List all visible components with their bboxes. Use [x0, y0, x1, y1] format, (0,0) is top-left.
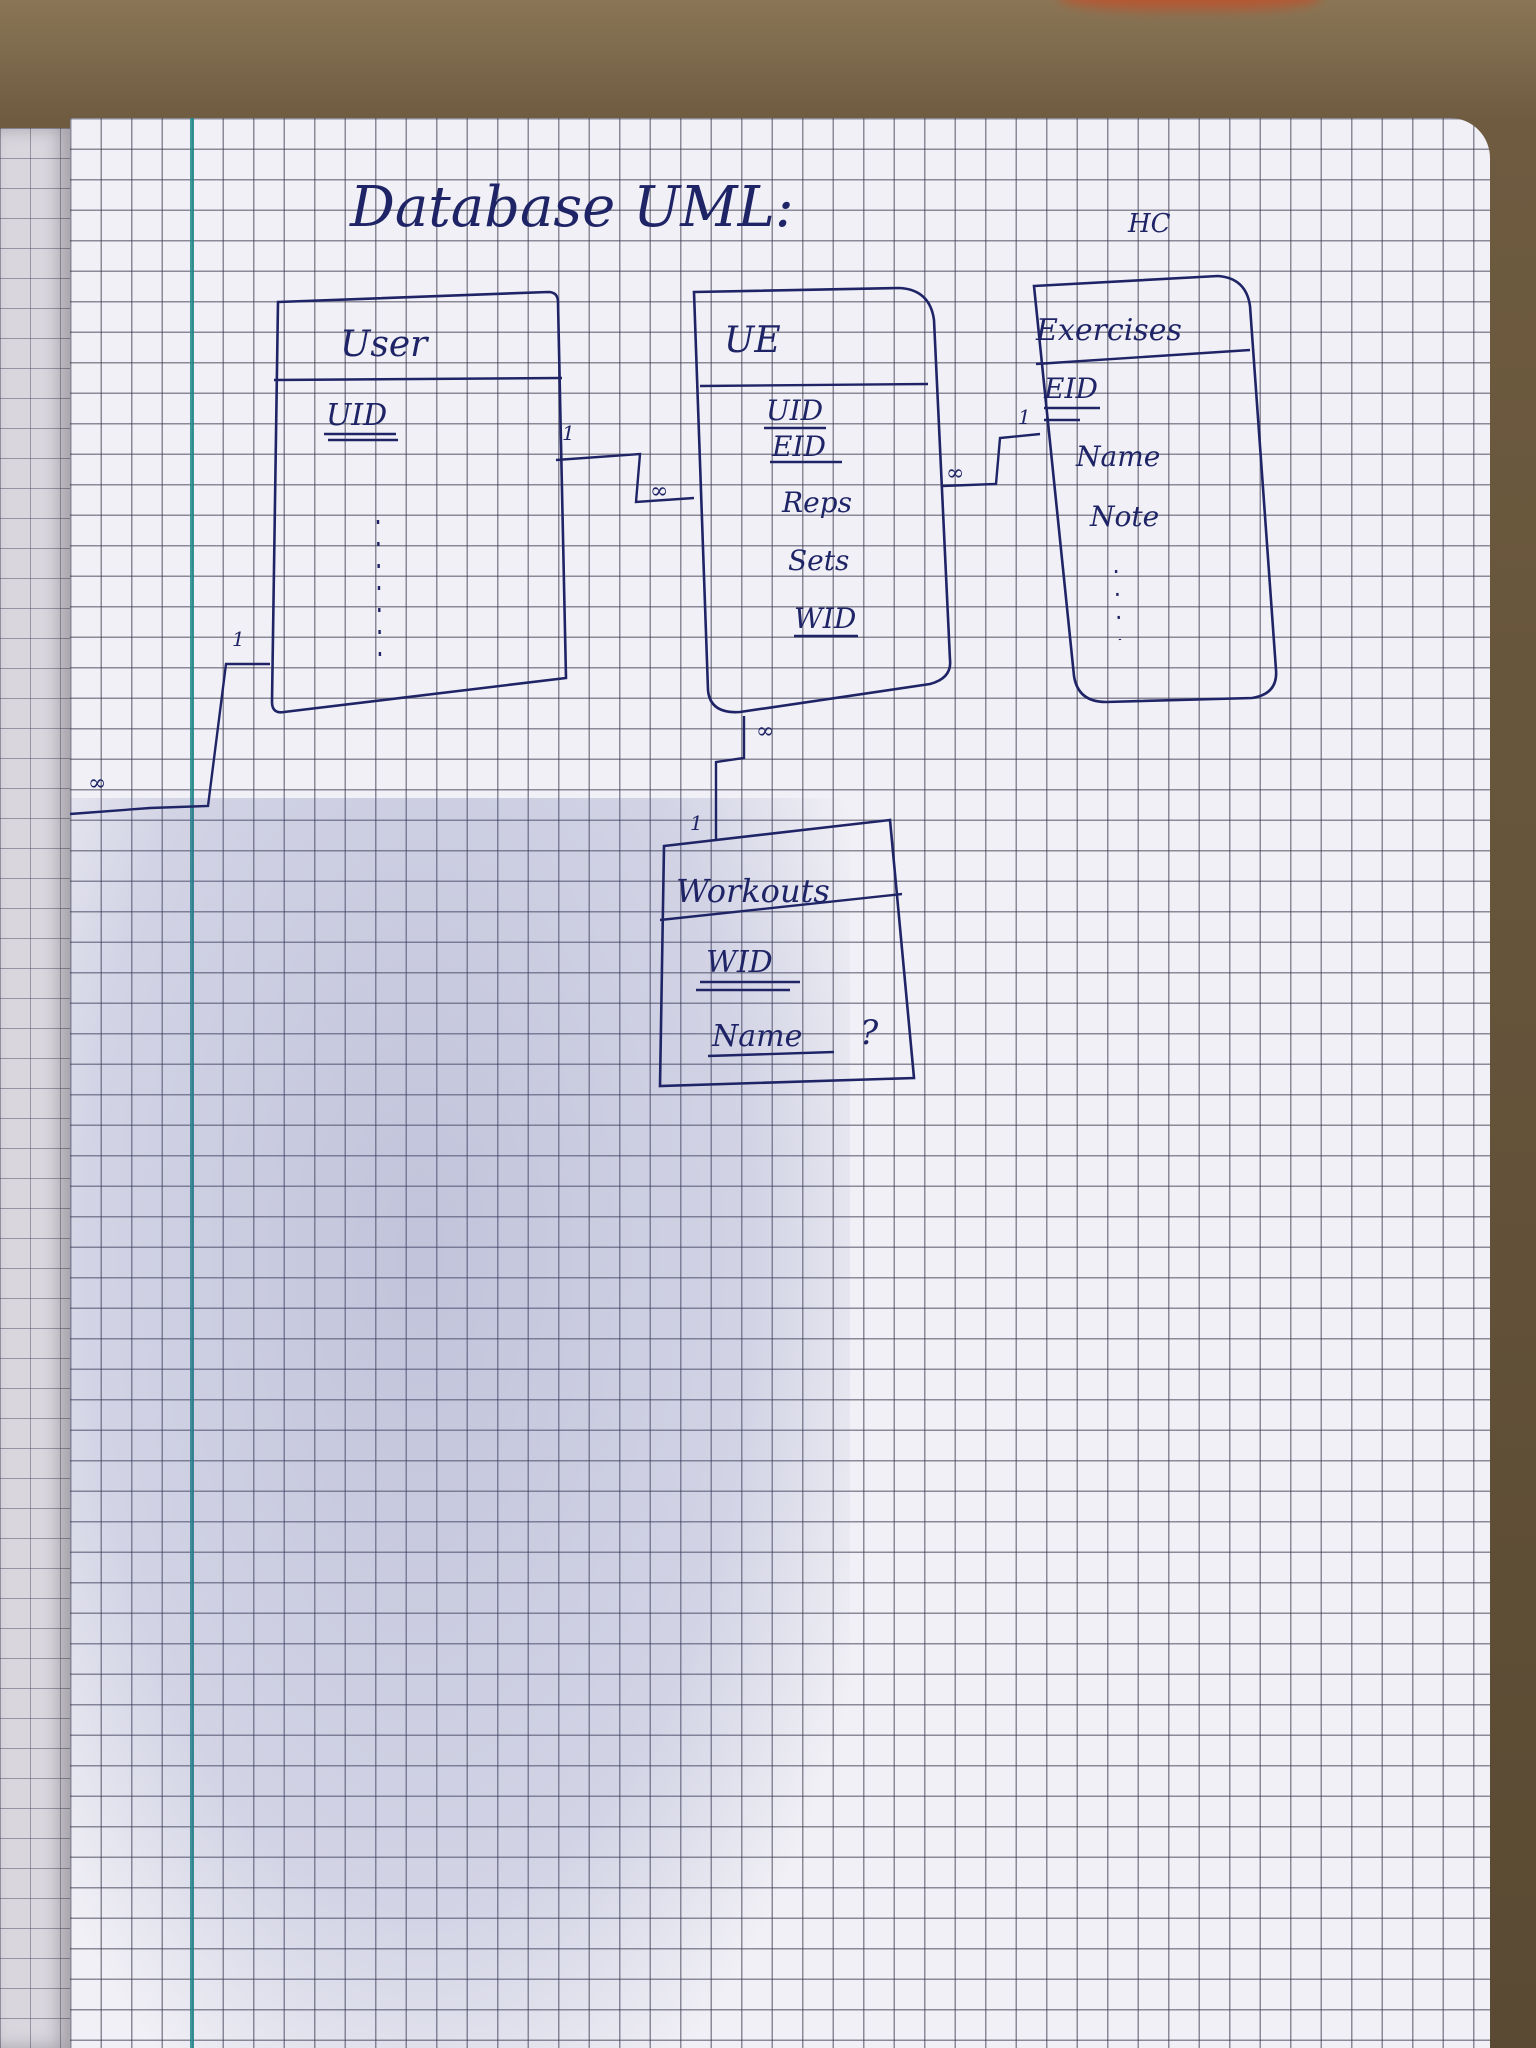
attribute: Sets [788, 544, 849, 577]
entity-name: User [340, 324, 429, 365]
relation-ue-exercises: ∞ 1 [941, 405, 1041, 488]
cardinality-label: 1 [1018, 405, 1031, 429]
entity-workouts: Workouts WID Name ? [658, 818, 916, 1088]
entity-box [658, 818, 916, 1088]
entity-box [270, 290, 568, 714]
margin-line [190, 118, 194, 2048]
relation-line [555, 452, 695, 504]
attribute: Note [1089, 500, 1159, 533]
cardinality-label: 1 [690, 811, 703, 835]
attribute: EID [1043, 372, 1098, 405]
entity-exercises: Exercises EID Name Note [1032, 274, 1278, 704]
dotted-continuation [1114, 569, 1122, 641]
relation-line [941, 432, 1041, 488]
entity-name: Exercises [1035, 313, 1182, 348]
cardinality-label: 1 [232, 627, 245, 651]
corner-note: HC [1127, 209, 1171, 239]
entity-name: UE [724, 320, 781, 361]
cardinality-label: ∞ [756, 719, 774, 744]
dotted-continuation [376, 519, 382, 661]
attribute: WID [706, 945, 773, 980]
left-notebook-page [0, 128, 70, 2048]
desk-object [1060, 0, 1320, 10]
relation-line [714, 716, 746, 840]
entity-box [692, 286, 952, 714]
entity-name: Workouts [676, 872, 830, 910]
question-mark: ? [860, 1013, 879, 1053]
entity-user: User UID [270, 290, 568, 714]
attribute: Name [1075, 440, 1160, 473]
relation-line [69, 662, 270, 816]
cardinality-label: 1 [562, 421, 575, 445]
attribute: WID [794, 602, 856, 635]
entity-divider [273, 376, 563, 382]
entity-divider [659, 892, 903, 922]
entity-box [1032, 274, 1278, 704]
key-underline [707, 1050, 835, 1058]
entity-ue: UE UID EID Reps Sets WID [692, 286, 952, 714]
cardinality-label: ∞ [88, 771, 106, 796]
relation-user-ue: 1 ∞ [555, 421, 695, 504]
cardinality-label: ∞ [650, 479, 668, 504]
attribute: EID [771, 430, 826, 463]
cardinality-label: ∞ [946, 461, 964, 486]
entity-divider [1035, 348, 1251, 366]
entity-divider [699, 382, 929, 388]
attribute: Reps [781, 486, 852, 519]
diagram-title: Database UML: [349, 175, 794, 240]
attribute: UID [766, 394, 823, 427]
relation-user-offpage: 1 ∞ [69, 627, 270, 816]
attribute: Name [711, 1019, 802, 1054]
relation-ue-workouts: ∞ 1 [690, 716, 774, 840]
attribute: UID [326, 398, 387, 433]
